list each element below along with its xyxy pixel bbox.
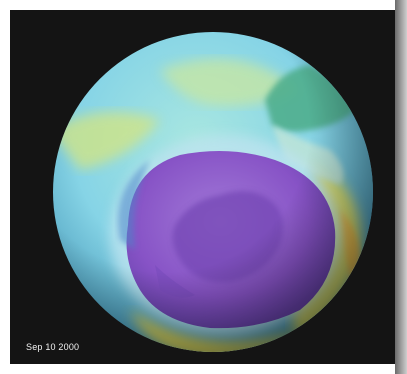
ozone-globe-image: Sep 10 2000 — [10, 10, 396, 364]
globe-ozone-map-icon — [53, 32, 373, 352]
page-edge-shadow — [395, 0, 407, 374]
date-caption: Sep 10 2000 — [26, 342, 80, 352]
